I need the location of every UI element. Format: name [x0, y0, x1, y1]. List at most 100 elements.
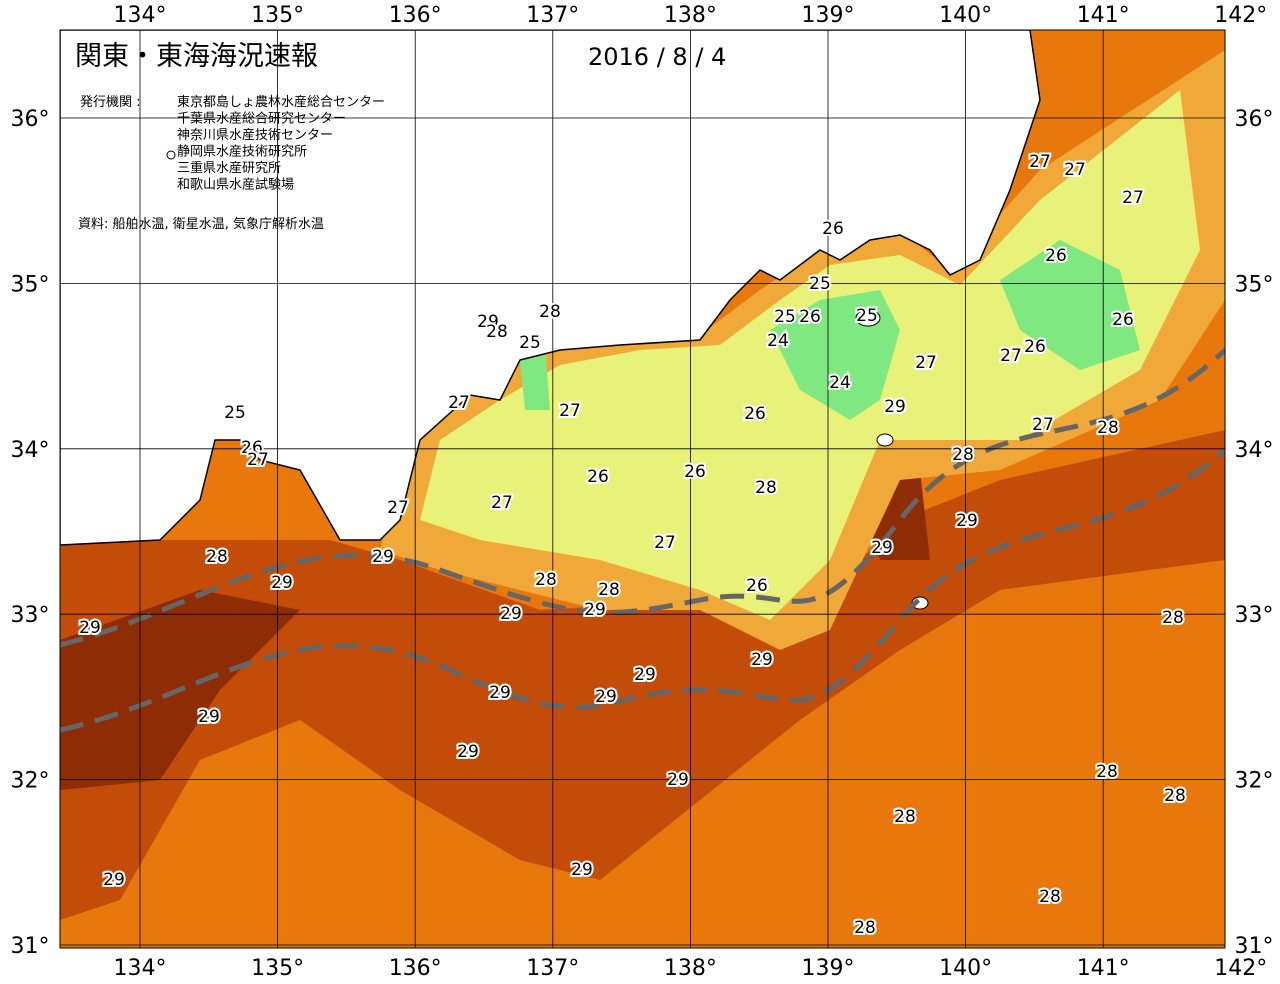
source-note: 資料: 船舶水温, 衛星水温, 気象庁解析水温	[78, 216, 324, 232]
contour-label: 28	[755, 478, 777, 498]
latitude-label: 36°	[1235, 107, 1274, 132]
contour-label: 29	[595, 687, 617, 707]
kuroshio-axis	[60, 448, 1225, 733]
contour-label: 28	[1039, 887, 1061, 907]
contour-label: 27	[387, 498, 409, 518]
island	[855, 309, 881, 327]
kuroshio-axis	[60, 348, 1225, 648]
contour-label: 26	[587, 467, 609, 487]
contour-label: 29	[103, 870, 125, 890]
longitude-label: 141°	[1077, 956, 1130, 980]
publisher: 三重県水産研究所	[177, 160, 281, 176]
latitude-label: 33°	[1235, 603, 1274, 628]
latitude-label: 32°	[11, 769, 50, 794]
contour-label: 28	[535, 570, 557, 590]
publisher-label: 発行機関 :	[80, 95, 141, 110]
publisher: 東京都島しょ農林水産総合センター	[177, 94, 385, 110]
contour-label: 28	[1096, 762, 1118, 782]
contour-label: 26	[1112, 310, 1134, 330]
contour-label: 28	[539, 302, 561, 322]
contour-label: 28	[952, 445, 974, 465]
contour-label: 27	[1032, 415, 1054, 435]
contour-label: 27	[1122, 188, 1144, 208]
contour-label: 25	[856, 306, 878, 326]
contour-label: 26	[1045, 246, 1067, 266]
graticule	[60, 30, 1225, 948]
latitude-label: 31°	[11, 934, 50, 959]
contour-label: 27	[1029, 152, 1051, 172]
longitude-label: 136°	[389, 3, 442, 28]
contour-label: 29	[477, 312, 499, 332]
contour-label: 26	[744, 404, 766, 424]
contour-label: 28	[1097, 418, 1119, 438]
contour-label: 29	[457, 742, 479, 762]
contour-label: 29	[79, 618, 101, 638]
date: 2016 / 8 / 4	[588, 43, 726, 71]
longitude-label: 140°	[939, 956, 992, 980]
map-frame	[59, 29, 1226, 949]
cold-patch	[520, 345, 550, 410]
contour-label: 25	[774, 307, 796, 327]
longitude-label: 138°	[664, 3, 717, 28]
contour-label: 29	[372, 547, 394, 567]
contour-label: 26	[799, 307, 821, 327]
longitude-label: 137°	[526, 956, 579, 980]
longitude-label: 137°	[526, 3, 579, 28]
publisher: 千葉県水産総合研究センター	[177, 111, 346, 127]
publishers: 東京都島しょ農林水産総合センター千葉県水産総合研究センター神奈川県水産技術センタ…	[177, 94, 385, 193]
contour-label: 29	[271, 573, 293, 593]
contour-label: 24	[767, 331, 789, 351]
contour-label: 28	[1162, 608, 1184, 628]
contour-label: 28	[206, 547, 228, 567]
longitude-label: 134°	[114, 3, 167, 28]
latitude-label: 31°	[1235, 934, 1274, 959]
longitude-label: 142°	[1214, 956, 1267, 980]
contour-label: 24	[829, 373, 851, 393]
publisher: 静岡県水産技術研究所	[177, 144, 307, 160]
contour-label: 27	[1000, 346, 1022, 366]
latitude-label: 33°	[11, 603, 50, 628]
contour-label: 27	[448, 393, 470, 413]
longitude-label: 138°	[664, 956, 717, 980]
contour-label: 29	[871, 538, 893, 558]
longitude-label: 135°	[251, 956, 304, 980]
contour-label: 28	[486, 322, 508, 342]
contour-label: 27	[559, 401, 581, 421]
contour-label: 29	[500, 604, 522, 624]
latitude-label: 32°	[1235, 769, 1274, 794]
contour-label: 27	[247, 450, 269, 470]
land	[60, 30, 1041, 546]
island	[876, 433, 894, 447]
contour-label: 29	[198, 707, 220, 727]
degree-labels: 134° 134° 135° 135° 136° 136° 137° 137° 138° 138°…	[11, 3, 1274, 981]
contour-label: 29	[584, 600, 606, 620]
longitude-label: 141°	[1077, 3, 1130, 28]
contour-label: 29	[667, 770, 689, 790]
contour-label: 26	[241, 438, 263, 458]
contour-label: 29	[571, 860, 593, 880]
longitude-label: 142°	[1214, 3, 1267, 28]
contour-label: 26	[684, 462, 706, 482]
longitude-label: 134°	[114, 956, 167, 980]
contour-label: 28	[598, 580, 620, 600]
longitude-label: 139°	[802, 956, 855, 980]
longitude-label: 139°	[802, 3, 855, 28]
latitude-label: 35°	[11, 272, 50, 297]
longitude-label: 140°	[939, 3, 992, 28]
contour-label: 27	[1064, 160, 1086, 180]
contour-label: 29	[956, 511, 978, 531]
contour-label: 28	[894, 807, 916, 827]
latitude-label: 34°	[1235, 438, 1274, 463]
contour-label: 27	[915, 353, 937, 373]
publisher: 和歌山県水産試験場	[177, 177, 294, 193]
contour-label: 29	[884, 397, 906, 417]
contour-label: 26	[1024, 337, 1046, 357]
title: 関東・東海海況速報	[75, 41, 318, 72]
longitude-label: 136°	[389, 956, 442, 980]
contour-label: 28	[1164, 786, 1186, 806]
contour-label: 25	[809, 274, 831, 294]
contour-label: 28	[854, 918, 876, 938]
